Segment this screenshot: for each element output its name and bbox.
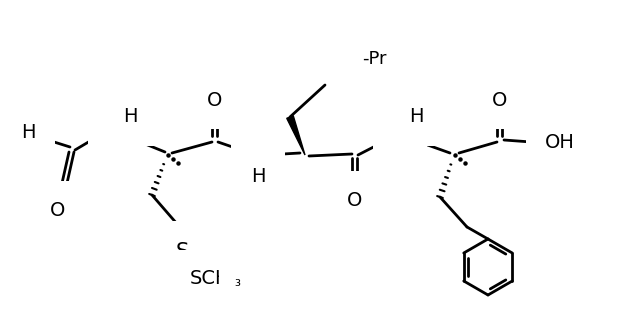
Text: N: N [251,147,265,166]
Text: S: S [175,242,189,262]
Text: SCH: SCH [189,269,230,288]
Text: H: H [123,107,137,126]
Text: H: H [251,167,265,186]
Text: O: O [348,191,363,210]
Text: ₃: ₃ [234,275,240,289]
Text: O: O [207,90,223,109]
Text: H: H [20,124,35,143]
Text: N: N [393,124,407,143]
Text: H: H [409,107,423,126]
Text: i: i [353,50,358,68]
Text: N: N [108,121,122,140]
Text: O: O [492,90,508,109]
Text: -Pr: -Pr [362,50,387,68]
Text: O: O [51,200,66,219]
Polygon shape [287,116,305,155]
Text: OH: OH [545,133,575,152]
